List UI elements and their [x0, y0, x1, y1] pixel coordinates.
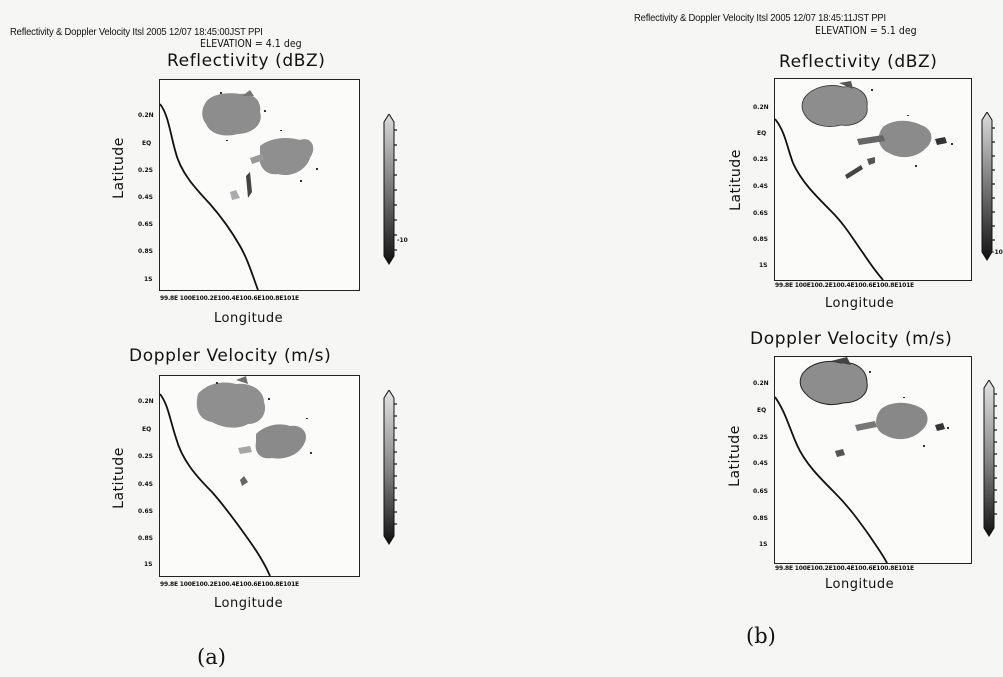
- doppler-plot-area: 0.2N EQ 0.2S 0.4S 0.6S 0.8S 1S 99.8E 100…: [138, 375, 360, 588]
- echo-cell: [255, 424, 307, 459]
- figure-caption: (a): [197, 645, 226, 669]
- echo-cell: [246, 172, 252, 198]
- y-axis-label: Latitude: [727, 149, 744, 211]
- echo-cell: [855, 421, 877, 431]
- plot-title: Reflectivity (dBZ): [167, 51, 326, 71]
- echo-cell: [878, 120, 932, 158]
- plot-title: Doppler Velocity (m/s): [750, 329, 953, 349]
- x-axis-label: Longitude: [214, 311, 284, 326]
- elevation-label: ELEVATION = 4.1 deg: [200, 38, 302, 50]
- reflectivity-plot-area: 0.2N EQ 0.2S 0.4S 0.6S 0.8S 1S 99.8E 100…: [753, 78, 972, 289]
- y-tick-label: 1S: [144, 561, 153, 568]
- y-tick-label: 0.6S: [753, 488, 768, 495]
- echo-cell: [845, 165, 863, 179]
- coastline: [160, 393, 271, 576]
- coastline: [160, 103, 259, 290]
- echo-cell: [259, 138, 314, 176]
- y-axis-label: Latitude: [110, 447, 127, 509]
- y-tick-label: 1S: [759, 262, 768, 269]
- colorbar: [383, 390, 397, 545]
- y-tick-label: 0.2N: [753, 104, 769, 111]
- y-tick-label: 0.4S: [753, 183, 768, 190]
- echo-cell: [202, 93, 261, 136]
- y-tick-label: 0.2N: [138, 112, 154, 119]
- doppler-plot-area: 0.2N EQ 0.2S 0.4S 0.6S 0.8S 1S 99.8E 100…: [753, 356, 972, 572]
- colorbar: [383, 114, 397, 265]
- y-tick-label: 1S: [144, 276, 153, 283]
- y-tick-label: 0.6S: [753, 210, 768, 217]
- echo-cell: [835, 449, 845, 457]
- y-tick-label: 0.4S: [138, 481, 153, 488]
- coastline: [775, 118, 884, 280]
- x-axis-label: Longitude: [214, 596, 284, 611]
- echo-cell: [839, 81, 853, 89]
- radar-echo-map: [160, 90, 318, 290]
- y-tick-label: 0.2S: [753, 434, 768, 441]
- echo-cell: [935, 423, 945, 431]
- y-tick-label: 0.2N: [138, 398, 154, 405]
- y-tick-label: 0.2S: [753, 156, 768, 163]
- x-tick-labels: 99.8E 100E100.2E100.4E100.6E100.8E101E: [775, 282, 914, 289]
- y-axis-label: Latitude: [726, 425, 743, 487]
- plot-title: Reflectivity (dBZ): [779, 52, 938, 72]
- plot-title: Doppler Velocity (m/s): [129, 346, 332, 366]
- figure-caption: (b): [746, 624, 776, 648]
- y-tick-label: 0.2S: [138, 167, 153, 174]
- echo-cell: [196, 382, 266, 428]
- y-tick-label: 0.8S: [753, 236, 768, 243]
- y-tick-label: 0.2N: [753, 380, 769, 387]
- echo-cell: [831, 357, 851, 365]
- colorbar: [983, 380, 997, 537]
- colorbar: [981, 112, 995, 261]
- y-tick-label: EQ: [757, 407, 767, 414]
- x-axis-label: Longitude: [825, 577, 895, 592]
- figure-panel-a: Reflectivity & Doppler Velocity Itsl 200…: [0, 0, 460, 677]
- y-tick-label: 0.8S: [138, 535, 153, 542]
- y-tick-label: EQ: [757, 130, 767, 137]
- echo-cell: [799, 360, 868, 406]
- echo-cell: [935, 137, 947, 145]
- elevation-label: ELEVATION = 5.1 deg: [815, 25, 917, 37]
- panel-header: Reflectivity & Doppler Velocity Itsl 200…: [10, 26, 263, 38]
- y-tick-label: EQ: [142, 140, 152, 147]
- coastline: [775, 396, 888, 563]
- echo-cell: [801, 85, 868, 127]
- colorbar-min-label: -10: [397, 237, 408, 244]
- y-tick-label: 0.8S: [138, 248, 153, 255]
- x-tick-labels: 99.8E 100E100.2E100.4E100.6E100.8E101E: [160, 581, 299, 588]
- echo-cell: [236, 376, 248, 384]
- panel-header: Reflectivity & Doppler Velocity Itsl 200…: [634, 12, 887, 24]
- y-tick-label: 0.4S: [753, 460, 768, 467]
- radar-echo-map: [775, 357, 949, 563]
- y-tick-label: 0.6S: [138, 221, 153, 228]
- y-tick-label: 0.4S: [138, 194, 153, 201]
- radar-echo-map: [775, 81, 953, 280]
- y-tick-label: EQ: [142, 426, 152, 433]
- x-tick-labels: 99.8E 100E100.2E100.4E100.6E100.8E101E: [160, 295, 299, 302]
- x-tick-labels: 99.8E 100E100.2E100.4E100.6E100.8E101E: [775, 565, 914, 572]
- reflectivity-plot-area: 0.2N EQ 0.2S 0.4S 0.6S 0.8S 1S 99.8E 100…: [138, 79, 360, 302]
- echo-cell: [867, 157, 875, 165]
- figure-panel-b: Reflectivity & Doppler Velocity Itsl 200…: [620, 0, 1003, 677]
- y-tick-label: 0.6S: [138, 508, 153, 515]
- echo-cell: [238, 446, 252, 454]
- echo-cell: [240, 476, 248, 486]
- radar-echo-map: [160, 376, 312, 576]
- colorbar-min-label: -10: [992, 249, 1003, 256]
- y-axis-label: Latitude: [110, 137, 127, 199]
- echo-cell: [250, 154, 264, 164]
- x-axis-label: Longitude: [825, 296, 895, 311]
- y-tick-label: 1S: [759, 541, 768, 548]
- echo-cell: [876, 402, 928, 440]
- y-tick-label: 0.8S: [753, 515, 768, 522]
- echo-cell: [242, 90, 254, 96]
- echo-cell: [230, 190, 240, 200]
- y-tick-label: 0.2S: [138, 453, 153, 460]
- echo-cell: [857, 135, 885, 145]
